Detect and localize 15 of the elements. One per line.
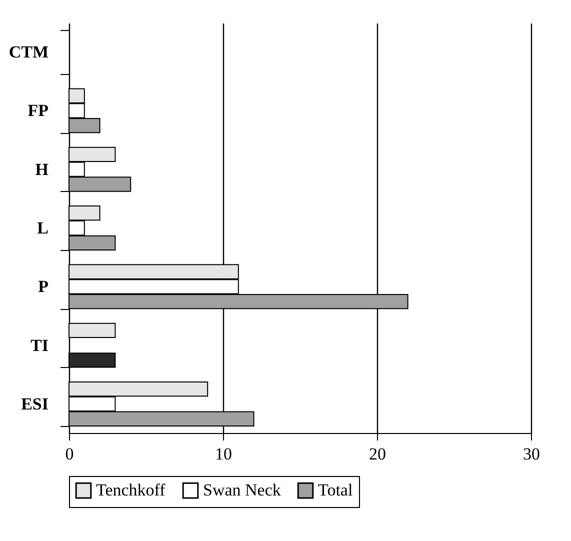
y-tick-label: P	[38, 277, 48, 296]
y-tick-label: CTM	[8, 42, 48, 62]
y-tick-label: L	[37, 218, 48, 238]
x-tick-label: 0	[65, 444, 74, 464]
x-tick-label: 30	[523, 444, 540, 464]
y-tick-label: FP	[28, 101, 48, 120]
y-tick-label: H	[35, 160, 48, 179]
legend-label: Tenchkoff	[96, 480, 166, 500]
x-tick-label: 20	[369, 444, 386, 464]
legend-label: Total	[318, 480, 353, 500]
bar	[68, 322, 116, 338]
y-tick-label: TI	[30, 336, 49, 355]
y-tick-label: ESI	[21, 394, 49, 414]
legend-label: Swan Neck	[203, 480, 282, 500]
x-tick-label: 10	[215, 444, 232, 464]
